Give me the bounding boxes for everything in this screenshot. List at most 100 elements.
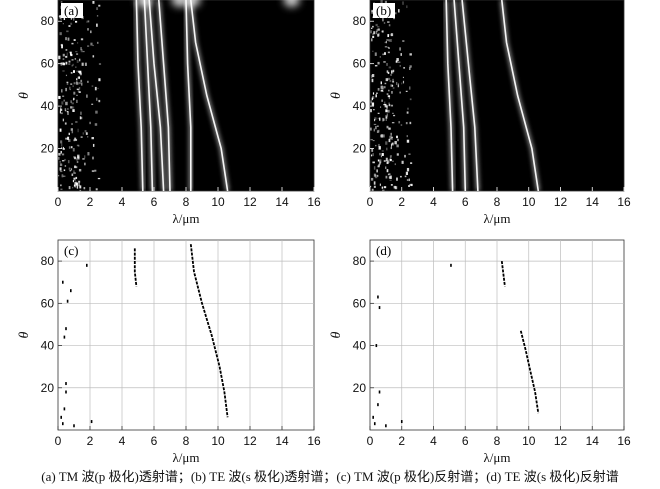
speckle-mark [75, 121, 78, 123]
speckle-mark [385, 105, 389, 107]
speckle-mark [372, 35, 375, 38]
band-line [148, 0, 165, 191]
speckle-mark [60, 18, 62, 20]
speckle-mark [370, 177, 374, 181]
speckle-mark [387, 46, 389, 49]
x-tick-label: 10 [211, 195, 225, 209]
speckle-mark [74, 165, 77, 169]
figure-caption: (a) TM 波(p 极化)透射谱；(b) TE 波(s 极化)透射谱；(c) … [41, 469, 619, 484]
speckle-mark [397, 83, 400, 86]
speckle-mark [60, 184, 62, 187]
speckle-mark [402, 1, 404, 5]
speckle-mark [58, 15, 61, 17]
speckle-mark [407, 107, 409, 110]
speckle-mark [409, 86, 411, 90]
speckle-mark [405, 90, 408, 92]
speckle-mark [392, 87, 395, 90]
speckle-mark [387, 34, 390, 38]
y-tick-label: 80 [353, 14, 367, 28]
speckle-mark [77, 157, 80, 160]
speckle-mark [396, 58, 399, 62]
speckle-mark [80, 38, 84, 41]
speckle-mark [379, 106, 382, 108]
speckle-mark [371, 102, 375, 106]
scatter-point [385, 424, 387, 428]
speckle-mark [384, 46, 388, 48]
speckle-mark [59, 32, 62, 36]
speckle-mark [78, 182, 80, 187]
speckle-mark [386, 147, 388, 151]
x-tick-label: 12 [243, 195, 257, 209]
speckle-mark [77, 155, 80, 159]
speckle-mark [63, 17, 66, 21]
speckle-mark [74, 58, 77, 60]
speckle-mark [64, 108, 67, 112]
speckle-mark [78, 87, 81, 90]
x-tick-label: 10 [211, 434, 225, 448]
hotspot [136, 0, 153, 7]
speckle-mark [82, 158, 85, 160]
speckle-mark [72, 148, 75, 152]
speckle-mark [77, 154, 80, 158]
speckle-mark [405, 171, 409, 175]
speckle-mark [66, 111, 69, 113]
speckle-mark [62, 58, 65, 60]
speckle-mark [89, 121, 91, 125]
speckle-mark [87, 45, 90, 47]
speckle-mark [96, 23, 98, 27]
speckle-mark [377, 112, 380, 114]
speckle-mark [96, 97, 98, 101]
speckle-mark [406, 139, 410, 143]
y-tick-label: 40 [41, 339, 55, 353]
hotspot [184, 0, 201, 7]
x-tick-label: 0 [55, 434, 62, 448]
speckle-mark [98, 4, 101, 7]
speckle-mark [388, 102, 390, 106]
y-tick-label: 40 [41, 99, 55, 113]
speckle-mark [377, 165, 380, 168]
speckle-mark [61, 143, 63, 147]
speckle-mark [377, 28, 380, 31]
speckle-mark [71, 102, 74, 105]
speckle-mark [65, 101, 68, 106]
speckle-mark [385, 157, 388, 161]
speckle-mark [76, 70, 79, 73]
x-tick-label: 16 [307, 434, 321, 448]
speckle-mark [371, 11, 374, 14]
speckle-mark [61, 89, 63, 93]
speckle-mark [72, 109, 75, 113]
speckle-mark [385, 115, 388, 117]
speckle-mark [80, 136, 83, 138]
scatter-point [377, 403, 379, 407]
speckle-mark [380, 159, 382, 163]
speckle-mark [78, 145, 80, 147]
speckle-mark [63, 169, 66, 172]
speckle-mark [60, 43, 63, 46]
speckle-mark [386, 125, 389, 129]
speckle-mark [71, 130, 74, 134]
speckle-mark [81, 82, 83, 86]
speckle-mark [377, 174, 379, 177]
speckle-mark [67, 37, 70, 41]
speckle-mark [397, 84, 400, 88]
x-tick-label: 8 [494, 434, 501, 448]
speckle-mark [73, 82, 76, 85]
speckle-mark [58, 55, 61, 60]
speckle-mark [59, 161, 61, 163]
y-tick-label: 60 [353, 57, 367, 71]
speckle-mark [62, 146, 64, 149]
speckle-mark [377, 34, 380, 37]
speckle-mark [90, 42, 93, 46]
speckle-mark [68, 63, 71, 66]
speckle-mark [383, 86, 386, 89]
speckle-mark [389, 135, 392, 140]
speckle-mark [61, 101, 64, 105]
speckle-mark [68, 139, 71, 142]
scatter-point [62, 422, 64, 426]
speckle-mark [64, 122, 67, 125]
x-tick-label: 10 [522, 195, 536, 209]
speckle-mark [70, 168, 73, 171]
speckle-mark [79, 70, 82, 74]
speckle-mark [59, 163, 63, 167]
